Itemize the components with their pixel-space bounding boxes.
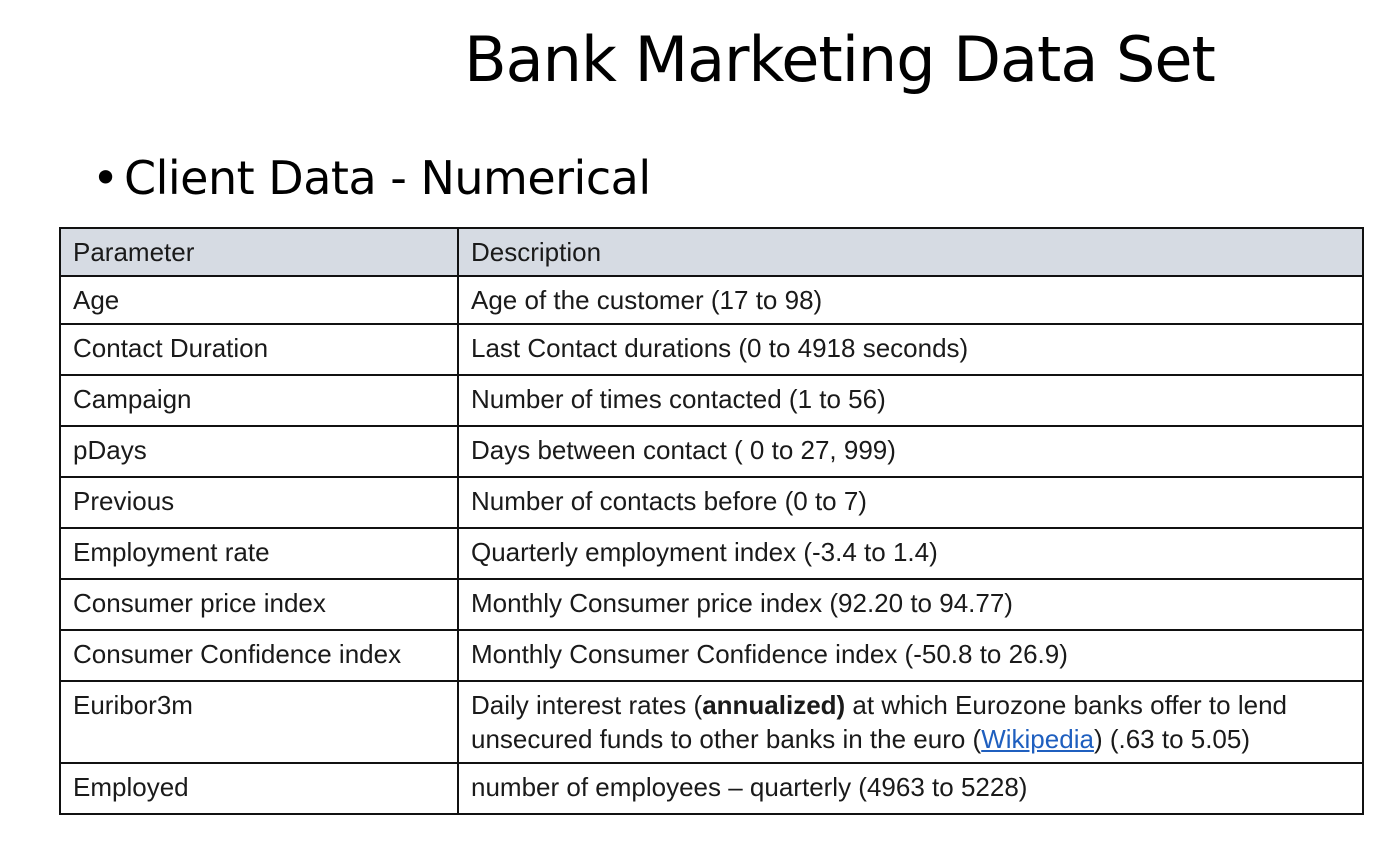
description-cell: Daily interest rates (annualized) at whi…	[457, 680, 1364, 764]
section-subtitle: Client Data - Numerical	[124, 151, 651, 205]
table-row: pDays Days between contact ( 0 to 27, 99…	[59, 425, 1364, 478]
description-cell: Number of contacts before (0 to 7)	[457, 476, 1364, 529]
parameter-cell: Consumer Confidence index	[59, 629, 459, 682]
parameter-cell: Campaign	[59, 374, 459, 427]
table-row: Employment rate Quarterly employment ind…	[59, 527, 1364, 580]
parameter-cell: Employment rate	[59, 527, 459, 580]
header-description: Description	[457, 227, 1364, 277]
parameter-cell: Employed	[59, 762, 459, 815]
description-cell: Number of times contacted (1 to 56)	[457, 374, 1364, 427]
table-row: Euribor3m Daily interest rates (annualiz…	[59, 680, 1364, 764]
description-cell: Monthly Consumer price index (92.20 to 9…	[457, 578, 1364, 631]
section-bullet: • Client Data - Numerical	[92, 146, 651, 210]
slide-title: Bank Marketing Data Set	[464, 23, 1216, 96]
parameter-cell: Consumer price index	[59, 578, 459, 631]
wikipedia-link[interactable]: Wikipedia	[981, 724, 1094, 754]
table-row: Consumer price index Monthly Consumer pr…	[59, 578, 1364, 631]
table-row: Age Age of the customer (17 to 98)	[59, 275, 1364, 325]
description-cell: Quarterly employment index (-3.4 to 1.4)	[457, 527, 1364, 580]
parameters-table: Parameter Description Age Age of the cus…	[59, 227, 1364, 815]
parameter-cell: Euribor3m	[59, 680, 459, 764]
parameter-cell: pDays	[59, 425, 459, 478]
description-cell: number of employees – quarterly (4963 to…	[457, 762, 1364, 815]
description-cell: Monthly Consumer Confidence index (-50.8…	[457, 629, 1364, 682]
table-row: Previous Number of contacts before (0 to…	[59, 476, 1364, 529]
header-parameter: Parameter	[59, 227, 459, 277]
table-row: Consumer Confidence index Monthly Consum…	[59, 629, 1364, 682]
table-row: Campaign Number of times contacted (1 to…	[59, 374, 1364, 427]
description-text: Daily interest rates (	[471, 690, 703, 720]
parameter-cell: Previous	[59, 476, 459, 529]
table-header-row: Parameter Description	[59, 227, 1364, 277]
parameter-cell: Contact Duration	[59, 323, 459, 376]
description-text: ) (.63 to 5.05)	[1093, 724, 1251, 754]
description-cell: Last Contact durations (0 to 4918 second…	[457, 323, 1364, 376]
description-bold-text: annualized)	[702, 690, 846, 720]
description-cell: Age of the customer (17 to 98)	[457, 275, 1364, 325]
table-row: Employed number of employees – quarterly…	[59, 762, 1364, 815]
parameter-cell: Age	[59, 275, 459, 325]
description-cell: Days between contact ( 0 to 27, 999)	[457, 425, 1364, 478]
description-text: at which Eurozone banks offer to lend un…	[471, 690, 1287, 754]
bullet-icon: •	[92, 151, 119, 205]
table-row: Contact Duration Last Contact durations …	[59, 323, 1364, 376]
